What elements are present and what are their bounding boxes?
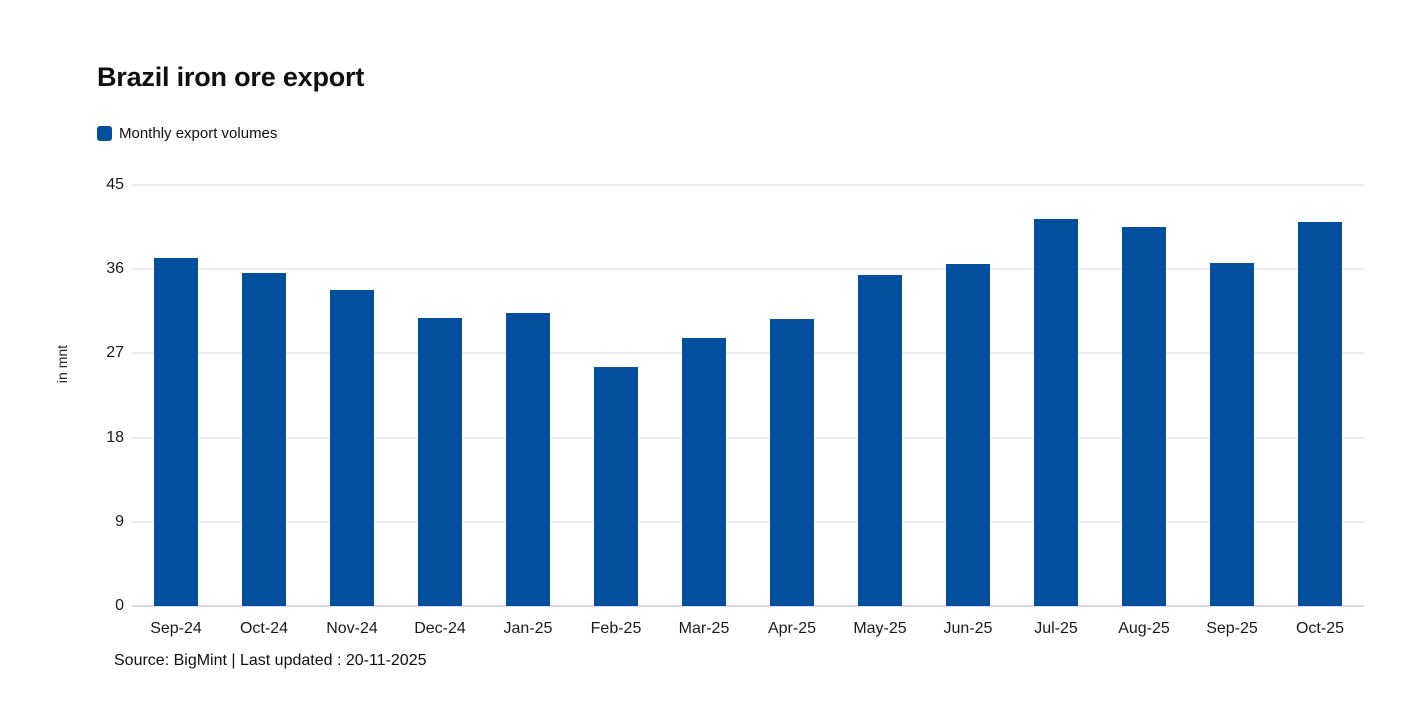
bar-slot: Jan-25: [484, 185, 572, 637]
bar-oct-24: [242, 272, 286, 606]
y-axis-ticks: 0 9 18 27 36 45: [0, 176, 124, 614]
gridline: [132, 184, 1364, 186]
gridline: [132, 352, 1364, 355]
x-axis-tick-label: Oct-25: [1295, 620, 1344, 637]
x-axis-tick-label: Sep-24: [150, 620, 202, 637]
bar-slot: Jun-25: [924, 185, 1012, 637]
bar-series: Sep-24 Oct-24 Nov-24 Dec-24 Jan-25 Feb-25 Mar-…: [132, 185, 1364, 637]
x-axis-tick-label: Jun-25: [943, 620, 993, 637]
y-axis-tick-label: 0: [115, 597, 124, 614]
x-axis-tick-label: Nov-24: [326, 620, 378, 637]
gridline: [132, 268, 1364, 271]
bar-apr-25: [770, 318, 814, 606]
source-note: Source: BigMint | Last updated : 20-11-2…: [114, 652, 427, 669]
legend-swatch-icon: [97, 126, 112, 141]
x-axis-tick-label: Sep-25: [1206, 620, 1258, 637]
bar-slot: Feb-25: [572, 185, 660, 637]
x-axis-tick-label: Mar-25: [678, 620, 730, 637]
bar-jan-25: [506, 313, 550, 606]
bar-mar-25: [682, 338, 726, 606]
bar-slot: Jul-25: [1012, 185, 1100, 637]
bar-slot: Dec-24: [396, 185, 484, 637]
bar-jun-25: [946, 263, 990, 606]
y-axis-tick-label: 27: [106, 344, 124, 362]
bar-slot: Oct-24: [220, 185, 308, 637]
bar-may-25: [858, 274, 902, 606]
bar-slot: Oct-25: [1276, 185, 1364, 637]
x-axis-tick-label: Apr-25: [767, 620, 817, 637]
bar-slot: Sep-24: [132, 185, 220, 637]
x-axis-tick-label: Feb-25: [590, 620, 642, 637]
y-axis-tick-label: 18: [106, 428, 124, 446]
bar-slot: Aug-25: [1100, 185, 1188, 637]
y-axis-tick-label: 45: [106, 176, 124, 193]
y-axis-tick-label: 36: [106, 260, 124, 278]
plot-area: Sep-24 Oct-24 Nov-24 Dec-24 Jan-25 Feb-25 Mar-…: [132, 184, 1364, 637]
y-axis-tick-label: 9: [115, 512, 124, 530]
bar-nov-24: [330, 289, 374, 606]
bar-sep-24: [154, 257, 198, 606]
x-axis-tick-label: Aug-25: [1118, 620, 1170, 637]
bar-feb-25: [594, 366, 638, 606]
x-axis-baseline: [132, 605, 1364, 607]
bar-slot: Mar-25: [660, 185, 748, 637]
bar-slot: Apr-25: [748, 185, 836, 637]
legend-label: Monthly export volumes: [119, 125, 278, 142]
x-axis-tick-label: May-25: [853, 620, 907, 637]
bar-oct-25: [1298, 222, 1342, 606]
chart-title: Brazil iron ore export: [97, 62, 365, 92]
gridline: [132, 520, 1364, 523]
x-axis-tick-label: Oct-24: [239, 620, 288, 637]
bar-sep-25: [1210, 262, 1254, 606]
x-axis-tick-label: Jan-25: [503, 620, 553, 637]
bar-slot: Nov-24: [308, 185, 396, 637]
bar-slot: May-25: [836, 185, 924, 637]
bar-jul-25: [1034, 218, 1078, 606]
bar-slot: Sep-25: [1188, 185, 1276, 637]
bar-aug-25: [1122, 227, 1166, 606]
bar-dec-24: [418, 317, 462, 606]
legend: Monthly export volumes: [97, 125, 277, 142]
gridline: [132, 436, 1364, 439]
x-axis-tick-label: Dec-24: [414, 620, 466, 637]
x-axis-tick-label: Jul-25: [1034, 620, 1078, 637]
